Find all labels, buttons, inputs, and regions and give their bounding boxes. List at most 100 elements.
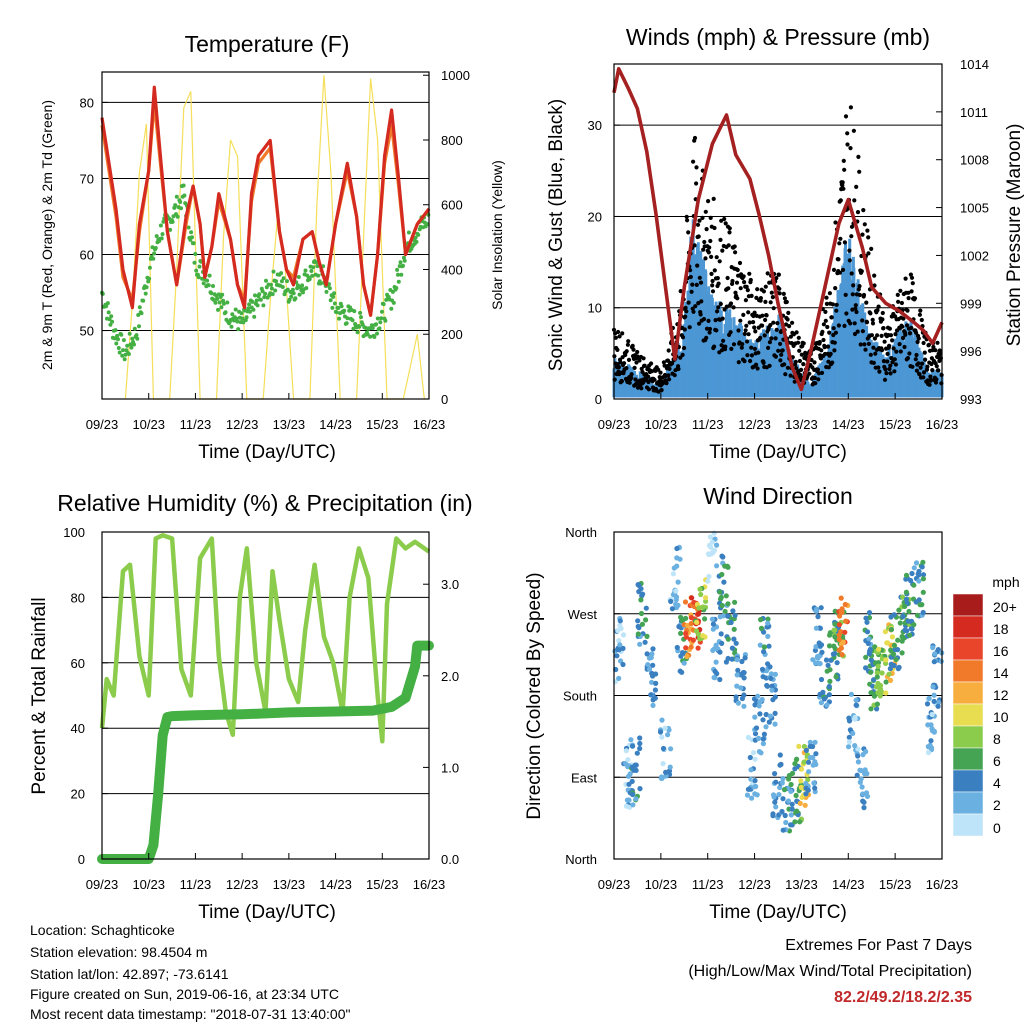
gust-point	[885, 359, 890, 364]
gust-point	[812, 360, 817, 365]
direction-point	[863, 749, 869, 755]
direction-point	[717, 649, 723, 655]
dewpoint-point	[112, 336, 117, 341]
direction-point	[630, 791, 636, 798]
direction-point	[860, 791, 866, 797]
info-location: Location: Schaghticoke	[30, 922, 175, 938]
direction-point	[667, 764, 673, 770]
direction-xtick-label: 09/23	[598, 877, 631, 892]
humidity-left-ylabel: Percent & Total Rainfall	[29, 597, 50, 794]
direction-point	[883, 690, 889, 696]
gust-point	[862, 222, 867, 227]
dewpoint-point	[104, 304, 109, 309]
direction-point	[674, 644, 680, 651]
gust-point	[829, 315, 834, 320]
direction-point	[711, 547, 718, 553]
gust-point	[868, 352, 873, 357]
dewpoint-point	[391, 300, 396, 305]
direction-point	[848, 691, 855, 697]
direction-point	[872, 644, 878, 650]
direction-point	[874, 701, 881, 707]
direction-xtick-label: 11/23	[692, 877, 724, 892]
direction-point	[721, 579, 727, 585]
direction-point	[788, 788, 794, 795]
dewpoint-point	[151, 256, 156, 261]
direction-xtick-label: 14/23	[832, 877, 865, 892]
direction-point	[874, 674, 880, 680]
direction-point	[657, 729, 664, 735]
direction-point	[750, 750, 757, 756]
dewpoint-point	[147, 265, 152, 270]
gust-point	[777, 291, 782, 296]
direction-point	[780, 827, 786, 833]
dewpoint-point	[121, 338, 126, 343]
temperature-right-tick-label: 0	[441, 392, 448, 407]
gust-point	[783, 372, 788, 377]
gust-point	[854, 309, 859, 315]
gust-point	[917, 372, 922, 377]
dewpoint-point	[301, 290, 305, 295]
gust-point	[884, 371, 889, 376]
dewpoint-point	[279, 279, 284, 284]
gust-point	[710, 289, 716, 294]
gust-point	[906, 296, 911, 301]
direction-point	[735, 667, 741, 673]
direction-point	[740, 670, 746, 676]
direction-point	[859, 784, 865, 790]
gust-point	[629, 372, 634, 377]
direction-point	[909, 570, 915, 577]
direction-point	[697, 586, 703, 592]
direction-point	[665, 732, 671, 738]
direction-point	[744, 792, 751, 798]
dewpoint-point	[345, 316, 350, 321]
dewpoint-point	[332, 301, 337, 306]
gust-point	[853, 303, 858, 308]
humidity-xlabel: Time (Day/UTC)	[198, 902, 336, 923]
gust-point	[864, 300, 869, 305]
direction-point	[827, 632, 833, 638]
direction-point	[759, 696, 765, 703]
direction-point	[760, 717, 766, 723]
direction-point	[763, 711, 769, 718]
direction-point	[833, 674, 839, 680]
gust-point	[742, 280, 747, 285]
direction-point	[852, 743, 858, 749]
gust-point	[712, 225, 717, 231]
temperature-xtick-label: 15/23	[366, 417, 399, 432]
winds-right-tick-label: 1002	[960, 248, 989, 263]
gust-point	[694, 282, 699, 287]
temperature-right-ylabel: Solar Insolation (Yellow)	[489, 160, 505, 310]
gust-point	[858, 342, 863, 347]
gust-point	[842, 167, 847, 172]
direction-point	[668, 746, 674, 752]
direction-point	[825, 662, 831, 669]
gust-point	[914, 368, 920, 373]
solar-insolation-line	[124, 75, 425, 400]
gust-point	[856, 287, 861, 292]
winds-xtick-label: 14/23	[832, 417, 865, 432]
direction-point	[853, 697, 859, 703]
direction-point	[728, 619, 734, 626]
direction-point	[650, 702, 656, 709]
direction-point	[646, 666, 653, 672]
legend-swatch	[952, 813, 984, 837]
gust-point	[894, 328, 900, 333]
gust-point	[890, 360, 895, 365]
direction-point	[646, 655, 653, 661]
direction-point	[886, 671, 892, 677]
direction-point	[668, 598, 674, 605]
gust-point	[876, 304, 881, 309]
direction-point	[631, 767, 637, 773]
gust-point	[709, 254, 714, 259]
dewpoint-point	[158, 223, 163, 228]
direction-point	[797, 819, 803, 825]
gust-point	[842, 240, 848, 245]
direction-point	[855, 746, 861, 752]
gust-point	[848, 321, 853, 326]
gust-point	[745, 339, 750, 344]
dewpoint-point	[324, 289, 329, 294]
direction-point	[718, 631, 724, 637]
direction-point	[855, 753, 861, 759]
direction-point	[883, 679, 889, 685]
direction-point	[832, 651, 838, 657]
